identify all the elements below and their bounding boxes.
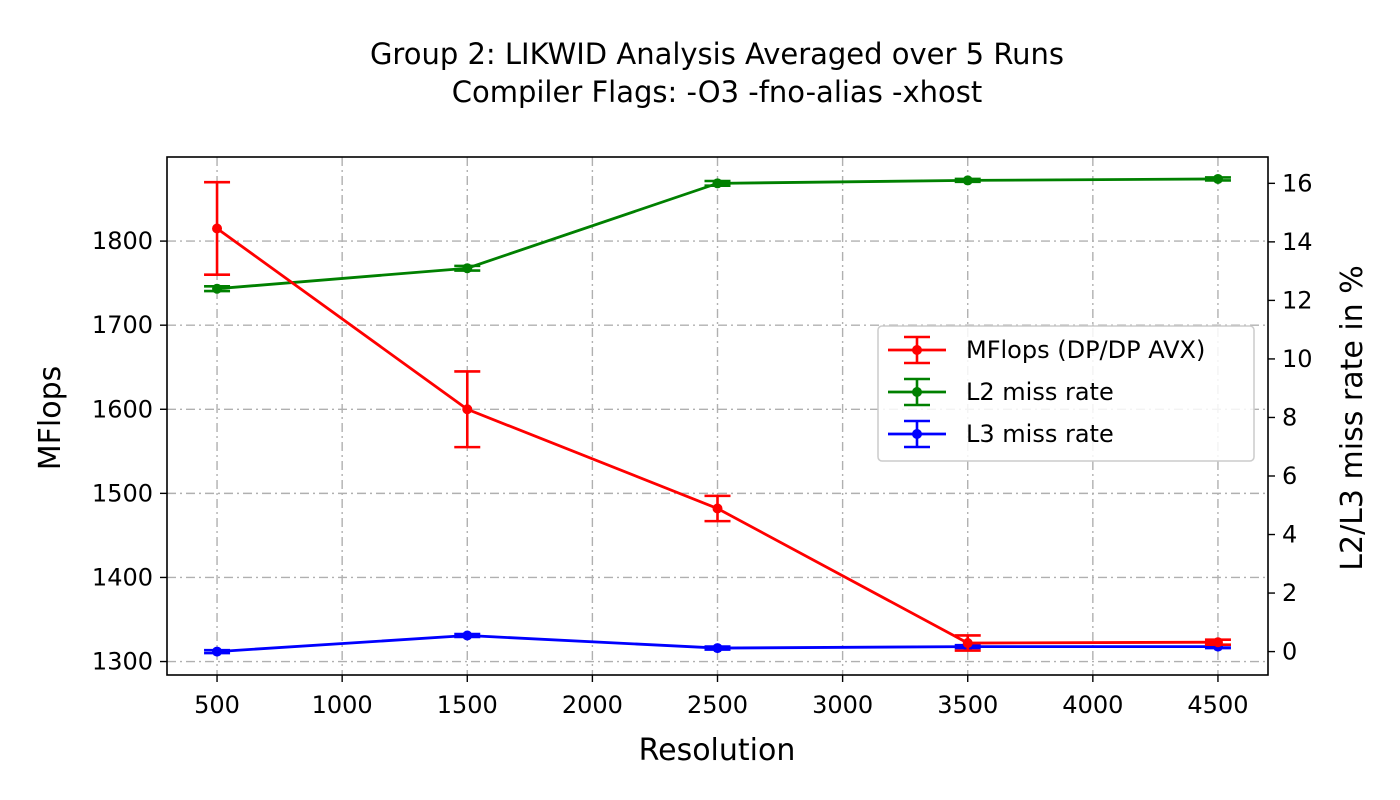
series-l2-miss-rate	[204, 173, 1231, 294]
y-tick-label-right: 12	[1282, 286, 1313, 314]
y-tick-label-right: 10	[1282, 345, 1313, 373]
data-point	[712, 503, 723, 514]
chart-title: Group 2: LIKWID Analysis Averaged over 5…	[370, 37, 1064, 71]
data-point	[212, 283, 223, 294]
x-tick-label: 1500	[437, 691, 498, 719]
y-tick-label-right: 4	[1282, 521, 1297, 549]
data-point	[462, 404, 473, 415]
y-tick-label-right: 8	[1282, 403, 1297, 431]
legend-label: L3 miss rate	[966, 420, 1114, 448]
legend-item: L2 miss rate	[888, 377, 1114, 407]
chart-subtitle: Compiler Flags: -O3 -fno-alias -xhost	[452, 75, 983, 109]
data-point	[1212, 637, 1223, 648]
data-point	[462, 630, 473, 641]
x-tick-label: 2500	[687, 691, 748, 719]
y-tick-label-right: 14	[1282, 228, 1313, 256]
y-tick-label-left: 1600	[92, 395, 153, 423]
data-point	[712, 643, 723, 654]
x-axis-label: Resolution	[639, 733, 796, 768]
y-tick-label-right: 16	[1282, 169, 1313, 197]
y-tick-label-left: 1700	[92, 311, 153, 339]
legend-label: MFlops (DP/DP AVX)	[966, 336, 1205, 364]
y-tick-label-left: 1400	[92, 563, 153, 591]
data-point	[712, 178, 723, 189]
x-tick-label: 4000	[1062, 691, 1123, 719]
data-point	[212, 223, 223, 234]
y-tick-label-right: 0	[1282, 638, 1297, 666]
y-tick-label-left: 1500	[92, 479, 153, 507]
legend-label: L2 miss rate	[966, 378, 1114, 406]
x-tick-label: 2000	[562, 691, 623, 719]
x-tick-label: 1000	[312, 691, 373, 719]
data-point	[212, 646, 223, 657]
data-point	[1212, 173, 1223, 184]
series-mflops-dp-dp-avx	[204, 180, 1231, 652]
data-point	[962, 638, 973, 649]
legend-box	[877, 325, 1255, 462]
data-point	[462, 263, 473, 274]
y-axis-label-left: MFlops	[33, 366, 68, 471]
y-tick-label-left: 1300	[92, 648, 153, 676]
legend-marker	[912, 345, 922, 355]
legend-marker	[912, 429, 922, 439]
x-tick-label: 500	[194, 691, 240, 719]
y-tick-label-right: 6	[1282, 462, 1297, 490]
data-point	[962, 175, 973, 186]
legend-marker	[912, 387, 922, 397]
y-axis-label-right: L2/L3 miss rate in %	[1335, 265, 1370, 570]
y-tick-label-right: 2	[1282, 579, 1297, 607]
x-tick-label: 4500	[1187, 691, 1248, 719]
legend-item: L3 miss rate	[888, 419, 1114, 449]
y-tick-label-left: 1800	[92, 227, 153, 255]
legend: MFlops (DP/DP AVX) L2 miss rate L3 miss ra…	[877, 325, 1255, 462]
x-tick-label: 3500	[937, 691, 998, 719]
x-tick-label: 3000	[812, 691, 873, 719]
legend-item: MFlops (DP/DP AVX)	[888, 335, 1205, 365]
